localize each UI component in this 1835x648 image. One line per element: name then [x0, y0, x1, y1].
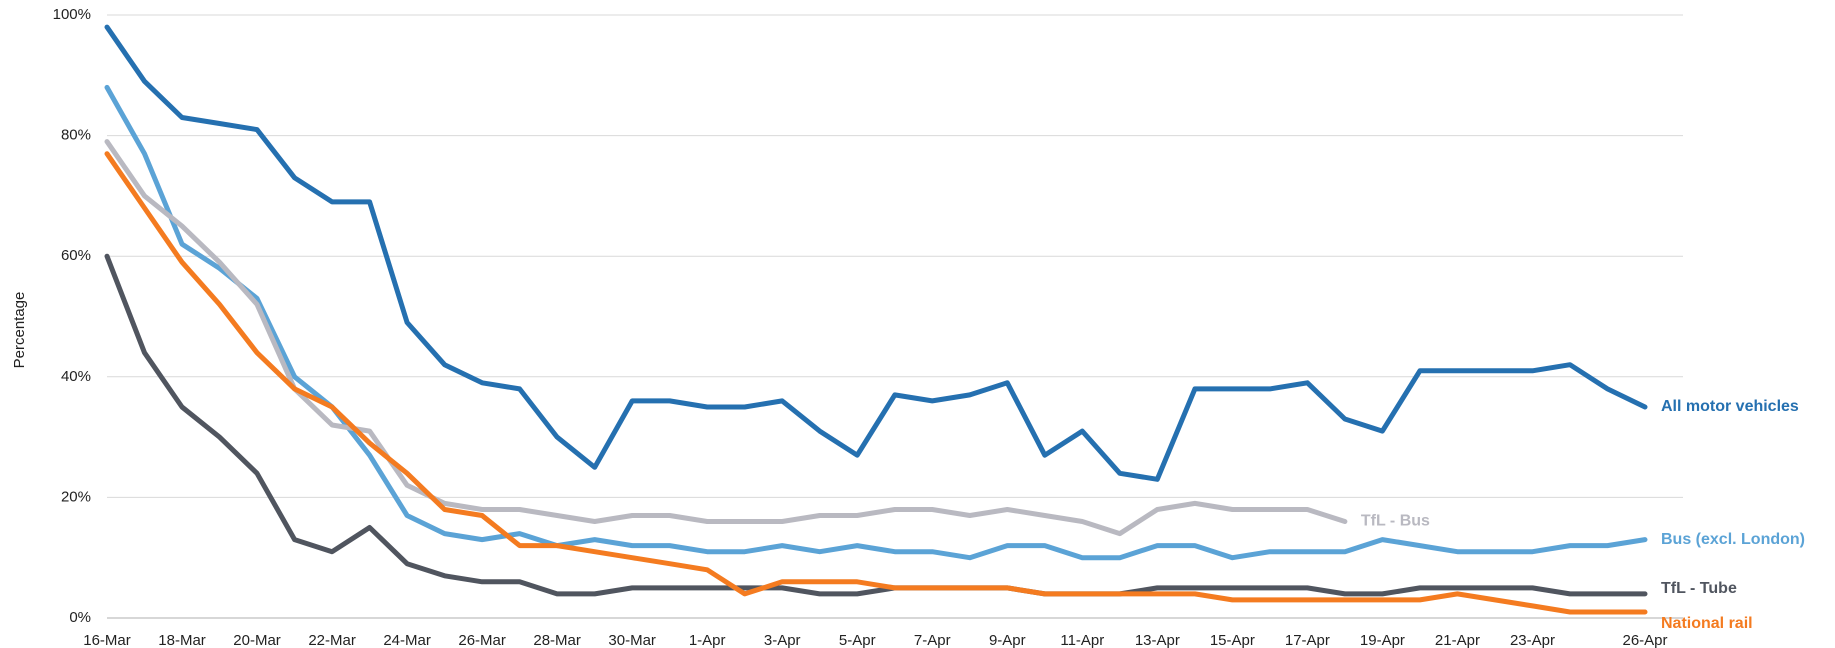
x-tick-label: 18-Mar — [158, 632, 206, 648]
x-tick-label: 23-Apr — [1510, 632, 1555, 648]
series-line — [104, 151, 1648, 615]
x-tick-label: 19-Apr — [1360, 632, 1405, 648]
x-tick-label: 3-Apr — [764, 632, 801, 648]
x-tick-label: 26-Mar — [458, 632, 506, 648]
x-tick-label: 17-Apr — [1285, 632, 1330, 648]
y-tick-label: 40% — [61, 368, 91, 385]
series-label: TfL - Tube — [1661, 580, 1737, 597]
series-label: National rail — [1661, 615, 1753, 632]
x-tick-label: 9-Apr — [989, 632, 1026, 648]
series-line — [104, 253, 1648, 597]
x-tick-label: 20-Mar — [233, 632, 281, 648]
series-line — [104, 24, 1648, 482]
series-line — [104, 139, 1348, 537]
x-tick-label: 26-Apr — [1622, 632, 1667, 648]
x-tick-label: 11-Apr — [1060, 632, 1104, 648]
y-tick-label: 60% — [61, 247, 91, 264]
x-tick-label: 28-Mar — [533, 632, 581, 648]
y-tick-label: 80% — [61, 127, 91, 144]
y-axis-title: Percentage — [11, 292, 28, 369]
series-label: TfL - Bus — [1361, 513, 1430, 530]
x-tick-label: 7-Apr — [914, 632, 951, 648]
x-tick-label: 5-Apr — [839, 632, 876, 648]
series-label: All motor vehicles — [1661, 398, 1799, 415]
series-line — [104, 84, 1648, 561]
y-tick-label: 0% — [69, 609, 91, 626]
x-tick-label: 15-Apr — [1210, 632, 1255, 648]
y-tick-label: 20% — [61, 488, 91, 505]
x-tick-label: 21-Apr — [1435, 632, 1480, 648]
x-tick-label: 1-Apr — [689, 632, 726, 648]
x-tick-label: 13-Apr — [1135, 632, 1180, 648]
x-tick-label: 16-Mar — [83, 632, 131, 648]
y-tick-label: 100% — [53, 6, 91, 23]
x-tick-label: 22-Mar — [308, 632, 356, 648]
x-tick-label: 24-Mar — [383, 632, 431, 648]
x-tick-label: 30-Mar — [608, 632, 656, 648]
series-label: Bus (excl. London) — [1661, 531, 1805, 548]
